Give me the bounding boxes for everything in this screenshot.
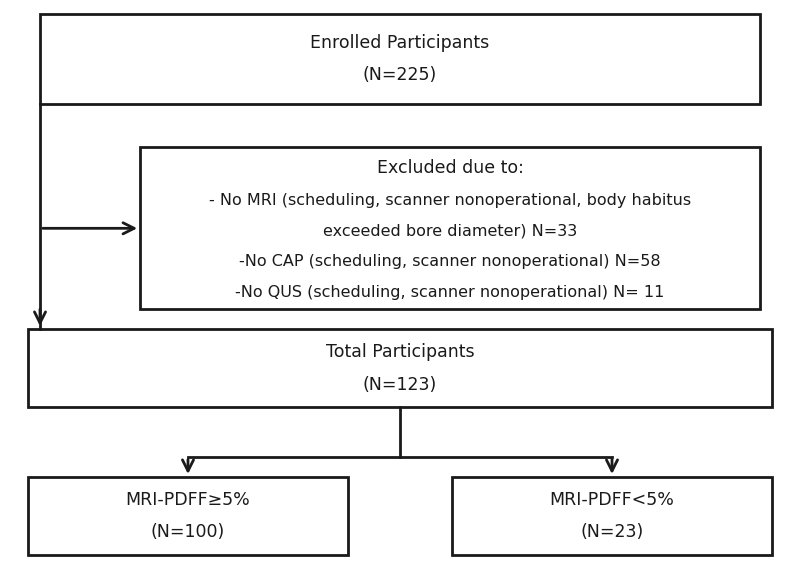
Text: Excluded due to:: Excluded due to: bbox=[377, 158, 523, 177]
Text: (N=123): (N=123) bbox=[363, 376, 437, 394]
Text: MRI-PDFF≥5%: MRI-PDFF≥5% bbox=[126, 491, 250, 509]
FancyBboxPatch shape bbox=[40, 14, 760, 104]
Text: -No QUS (scheduling, scanner nonoperational) N= 11: -No QUS (scheduling, scanner nonoperatio… bbox=[235, 285, 665, 300]
Text: MRI-PDFF<5%: MRI-PDFF<5% bbox=[550, 491, 674, 509]
Text: (N=23): (N=23) bbox=[580, 523, 644, 541]
Text: -No CAP (scheduling, scanner nonoperational) N=58: -No CAP (scheduling, scanner nonoperatio… bbox=[239, 254, 661, 269]
Text: - No MRI (scheduling, scanner nonoperational, body habitus: - No MRI (scheduling, scanner nonoperati… bbox=[209, 193, 691, 208]
Text: (N=100): (N=100) bbox=[151, 523, 225, 541]
FancyBboxPatch shape bbox=[452, 477, 772, 555]
FancyBboxPatch shape bbox=[28, 477, 348, 555]
Text: exceeded bore diameter) N=33: exceeded bore diameter) N=33 bbox=[323, 224, 577, 239]
Text: Enrolled Participants: Enrolled Participants bbox=[310, 34, 490, 52]
FancyBboxPatch shape bbox=[140, 147, 760, 309]
Text: (N=225): (N=225) bbox=[363, 66, 437, 84]
FancyBboxPatch shape bbox=[28, 329, 772, 407]
Text: Total Participants: Total Participants bbox=[326, 343, 474, 361]
